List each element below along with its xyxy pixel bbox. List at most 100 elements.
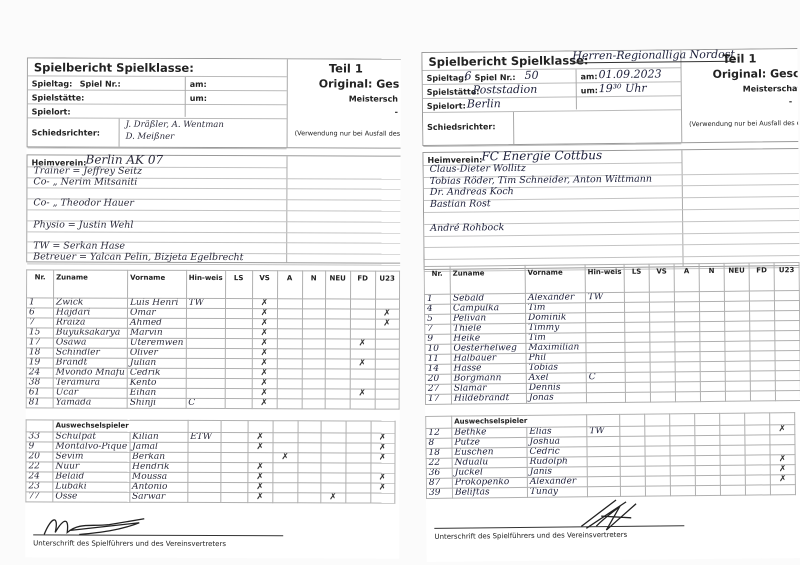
- mark-fd[interactable]: [345, 492, 371, 504]
- mark-u23[interactable]: [774, 350, 800, 361]
- staff-entry[interactable]: Betreuer = Yalcan Pelin, Bizjeta Egelbre…: [33, 251, 244, 264]
- mark-a[interactable]: [674, 311, 700, 322]
- player-nr[interactable]: 18: [425, 448, 453, 459]
- mark-vs[interactable]: ✗: [251, 328, 277, 339]
- player-vorname[interactable]: Axel: [526, 372, 587, 384]
- mark-u23[interactable]: [774, 290, 800, 301]
- mark-ls[interactable]: [624, 352, 651, 363]
- mark-neu[interactable]: [324, 368, 350, 379]
- player-zuname[interactable]: Sevim: [52, 451, 130, 463]
- spieltag-value[interactable]: 6: [464, 69, 472, 83]
- mark-fd[interactable]: [750, 390, 776, 402]
- mark-a[interactable]: [272, 442, 298, 453]
- mark-n[interactable]: [301, 318, 325, 329]
- mark-u23[interactable]: [775, 370, 800, 381]
- player-vorname[interactable]: Maximilian: [525, 342, 586, 354]
- mark-vs[interactable]: ✗: [251, 348, 277, 359]
- mark-ls[interactable]: [220, 452, 248, 463]
- mark-vs[interactable]: [644, 445, 671, 457]
- player-hinweis[interactable]: [186, 318, 225, 329]
- player-zuname[interactable]: Büyüksakarya: [53, 327, 128, 339]
- player-vorname[interactable]: Shinji: [127, 398, 186, 409]
- player-vorname[interactable]: Elias: [526, 426, 587, 438]
- mark-vs[interactable]: ✗: [247, 432, 273, 443]
- staff-entry[interactable]: Claus-Dieter Wollitz: [429, 162, 526, 175]
- mark-a[interactable]: [670, 475, 696, 486]
- mark-a[interactable]: [272, 482, 298, 493]
- mark-neu[interactable]: [324, 328, 350, 339]
- mark-n[interactable]: [700, 381, 726, 392]
- mark-ls[interactable]: [624, 302, 650, 313]
- mark-n[interactable]: [297, 492, 321, 503]
- player-hinweis[interactable]: [187, 452, 221, 463]
- mark-n[interactable]: [699, 351, 726, 362]
- mark-fd[interactable]: [345, 472, 371, 484]
- mark-ls[interactable]: [625, 362, 651, 373]
- mark-ls[interactable]: [624, 322, 650, 333]
- mark-u23[interactable]: [374, 329, 399, 340]
- mark-neu[interactable]: [720, 455, 746, 466]
- mark-n[interactable]: [699, 291, 725, 302]
- mark-vs[interactable]: ✗: [251, 318, 277, 329]
- mark-neu[interactable]: [324, 388, 350, 399]
- mark-neu[interactable]: [724, 291, 750, 302]
- mark-a[interactable]: [675, 371, 701, 382]
- mark-ls[interactable]: [224, 398, 252, 409]
- mark-ls[interactable]: [224, 328, 252, 339]
- mark-a[interactable]: [276, 308, 303, 319]
- player-hinweis[interactable]: [586, 362, 626, 373]
- player-nr[interactable]: 87: [426, 478, 453, 489]
- player-vorname[interactable]: Hendrik: [129, 462, 188, 473]
- mark-fd[interactable]: [749, 300, 775, 312]
- mark-u23[interactable]: [374, 359, 399, 370]
- player-vorname[interactable]: Omar: [127, 308, 187, 319]
- mark-n[interactable]: [695, 455, 721, 466]
- mark-a[interactable]: [670, 465, 696, 476]
- mark-n[interactable]: [301, 368, 325, 379]
- mark-ls[interactable]: [224, 358, 252, 369]
- player-zuname[interactable]: Nuur: [52, 461, 130, 473]
- player-nr[interactable]: 81: [26, 397, 54, 408]
- staff-entry[interactable]: Tobias Röder, Tim Schneider, Anton Wittm…: [429, 173, 653, 187]
- mark-ls[interactable]: [620, 466, 646, 477]
- player-vorname[interactable]: Cedrik: [127, 368, 186, 379]
- player-nr[interactable]: 38: [26, 377, 54, 388]
- mark-ls[interactable]: [220, 472, 248, 483]
- mark-neu[interactable]: [720, 475, 746, 486]
- player-vorname[interactable]: Jonas: [526, 392, 587, 404]
- player-hinweis[interactable]: C: [586, 372, 626, 383]
- player-nr[interactable]: 12: [425, 428, 452, 439]
- mark-n[interactable]: [301, 358, 325, 369]
- mark-ls[interactable]: [224, 318, 252, 329]
- mark-fd[interactable]: [744, 444, 771, 456]
- player-hinweis[interactable]: [587, 476, 621, 487]
- player-vorname[interactable]: Marvin: [127, 328, 187, 339]
- heimverein-value[interactable]: FC Energie Cottbus: [481, 148, 603, 164]
- mark-n[interactable]: [301, 348, 325, 359]
- mark-a[interactable]: [276, 358, 302, 369]
- mark-a[interactable]: [276, 378, 302, 389]
- player-nr[interactable]: 17: [26, 337, 54, 348]
- player-vorname[interactable]: Ahmed: [127, 318, 187, 329]
- mark-fd[interactable]: [744, 434, 770, 446]
- mark-u23[interactable]: [374, 369, 399, 380]
- mark-fd[interactable]: [749, 310, 775, 322]
- player-vorname[interactable]: Phil: [526, 352, 587, 364]
- player-hinweis[interactable]: [586, 382, 626, 393]
- mark-vs[interactable]: [645, 465, 671, 477]
- mark-u23[interactable]: ✗: [370, 483, 395, 494]
- mark-u23[interactable]: [774, 330, 800, 341]
- mark-a[interactable]: [669, 425, 695, 436]
- referee-line-1[interactable]: J. Dräßler, A. Wentman: [125, 119, 224, 131]
- mark-vs[interactable]: [650, 391, 676, 403]
- mark-n[interactable]: [302, 298, 326, 309]
- mark-fd[interactable]: [749, 290, 775, 302]
- player-nr[interactable]: 20: [425, 374, 452, 385]
- mark-a[interactable]: [276, 328, 302, 339]
- mark-fd[interactable]: [345, 442, 371, 454]
- player-nr[interactable]: 20: [25, 451, 53, 462]
- player-nr[interactable]: 6: [26, 307, 54, 318]
- mark-ls[interactable]: [625, 382, 651, 393]
- mark-u23[interactable]: [775, 360, 800, 371]
- mark-u23[interactable]: ✗: [370, 433, 395, 444]
